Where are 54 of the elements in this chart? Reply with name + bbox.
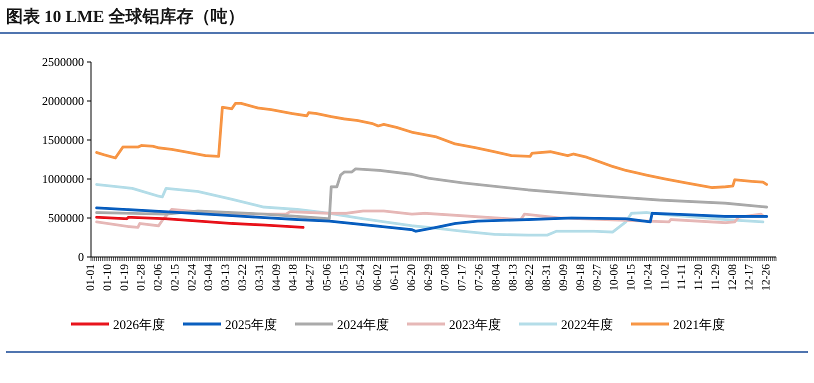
x-tick-label: 03-22 (237, 264, 250, 291)
legend-label: 2026年度 (113, 317, 165, 332)
x-tick-label: 10-06 (608, 264, 621, 291)
x-tick-label: 01-01 (85, 264, 97, 291)
legend-label: 2025年度 (225, 317, 277, 332)
x-tick-label: 06-29 (422, 264, 435, 291)
y-tick-label: 2000000 (42, 94, 84, 108)
y-tick-label: 2500000 (42, 55, 84, 69)
x-tick-label: 07-08 (440, 264, 452, 291)
y-tick-label: 1500000 (42, 133, 84, 147)
x-tick-label: 10-24 (642, 264, 654, 291)
x-tick-label: 02-15 (169, 264, 182, 291)
x-tick-label: 11-29 (710, 264, 722, 290)
x-tick-label: 08-31 (541, 264, 554, 291)
x-tick-label: 12-17 (744, 264, 756, 291)
legend-label: 2023年度 (449, 317, 501, 332)
x-tick-label: 08-22 (524, 264, 536, 291)
x-tick-label: 08-13 (507, 264, 520, 291)
x-tick-label: 01-28 (136, 264, 148, 291)
chart-title: 图表 10 LME 全球铝库存（吨） (6, 7, 244, 26)
y-tick-label: 0 (78, 250, 84, 264)
x-tick-label: 01-10 (102, 264, 114, 291)
x-tick-label: 07-26 (473, 264, 486, 291)
x-tick-label: 11-20 (693, 264, 706, 290)
x-tick-label: 06-02 (372, 264, 384, 291)
x-tick-label: 11-02 (659, 264, 672, 290)
x-tick-label: 04-18 (288, 264, 300, 291)
x-tick-label: 09-18 (574, 264, 587, 291)
x-tick-label: 03-04 (203, 264, 216, 291)
x-tick-label: 05-24 (355, 264, 368, 291)
x-tick-label: 09-27 (592, 264, 604, 291)
x-tick-label: 01-19 (118, 264, 131, 291)
x-tick-label: 09-09 (558, 264, 570, 291)
x-tick-label: 12-26 (760, 264, 773, 291)
x-tick-label: 06-20 (406, 264, 418, 291)
x-tick-label: 10-15 (625, 264, 638, 291)
x-tick-label: 04-27 (304, 264, 317, 291)
x-tick-label: 08-04 (490, 264, 502, 291)
legend-label: 2024年度 (337, 317, 389, 332)
x-tick-label: 11-11 (676, 264, 688, 290)
x-tick-label: 02-06 (152, 264, 165, 291)
x-tick-label: 02-24 (186, 264, 198, 291)
y-tick-label: 1000000 (42, 172, 84, 186)
x-tick-label: 05-06 (321, 264, 334, 291)
x-tick-label: 06-11 (389, 264, 402, 290)
x-tick-label: 03-31 (254, 264, 266, 291)
x-tick-label: 05-15 (338, 264, 350, 291)
legend-label: 2022年度 (561, 317, 613, 332)
x-tick-label: 07-17 (456, 264, 469, 291)
legend-label: 2021年度 (673, 317, 725, 332)
x-tick-label: 03-13 (220, 264, 232, 291)
y-tick-label: 500000 (48, 211, 84, 225)
x-tick-label: 04-09 (270, 264, 283, 291)
x-tick-label: 12-08 (726, 264, 739, 291)
